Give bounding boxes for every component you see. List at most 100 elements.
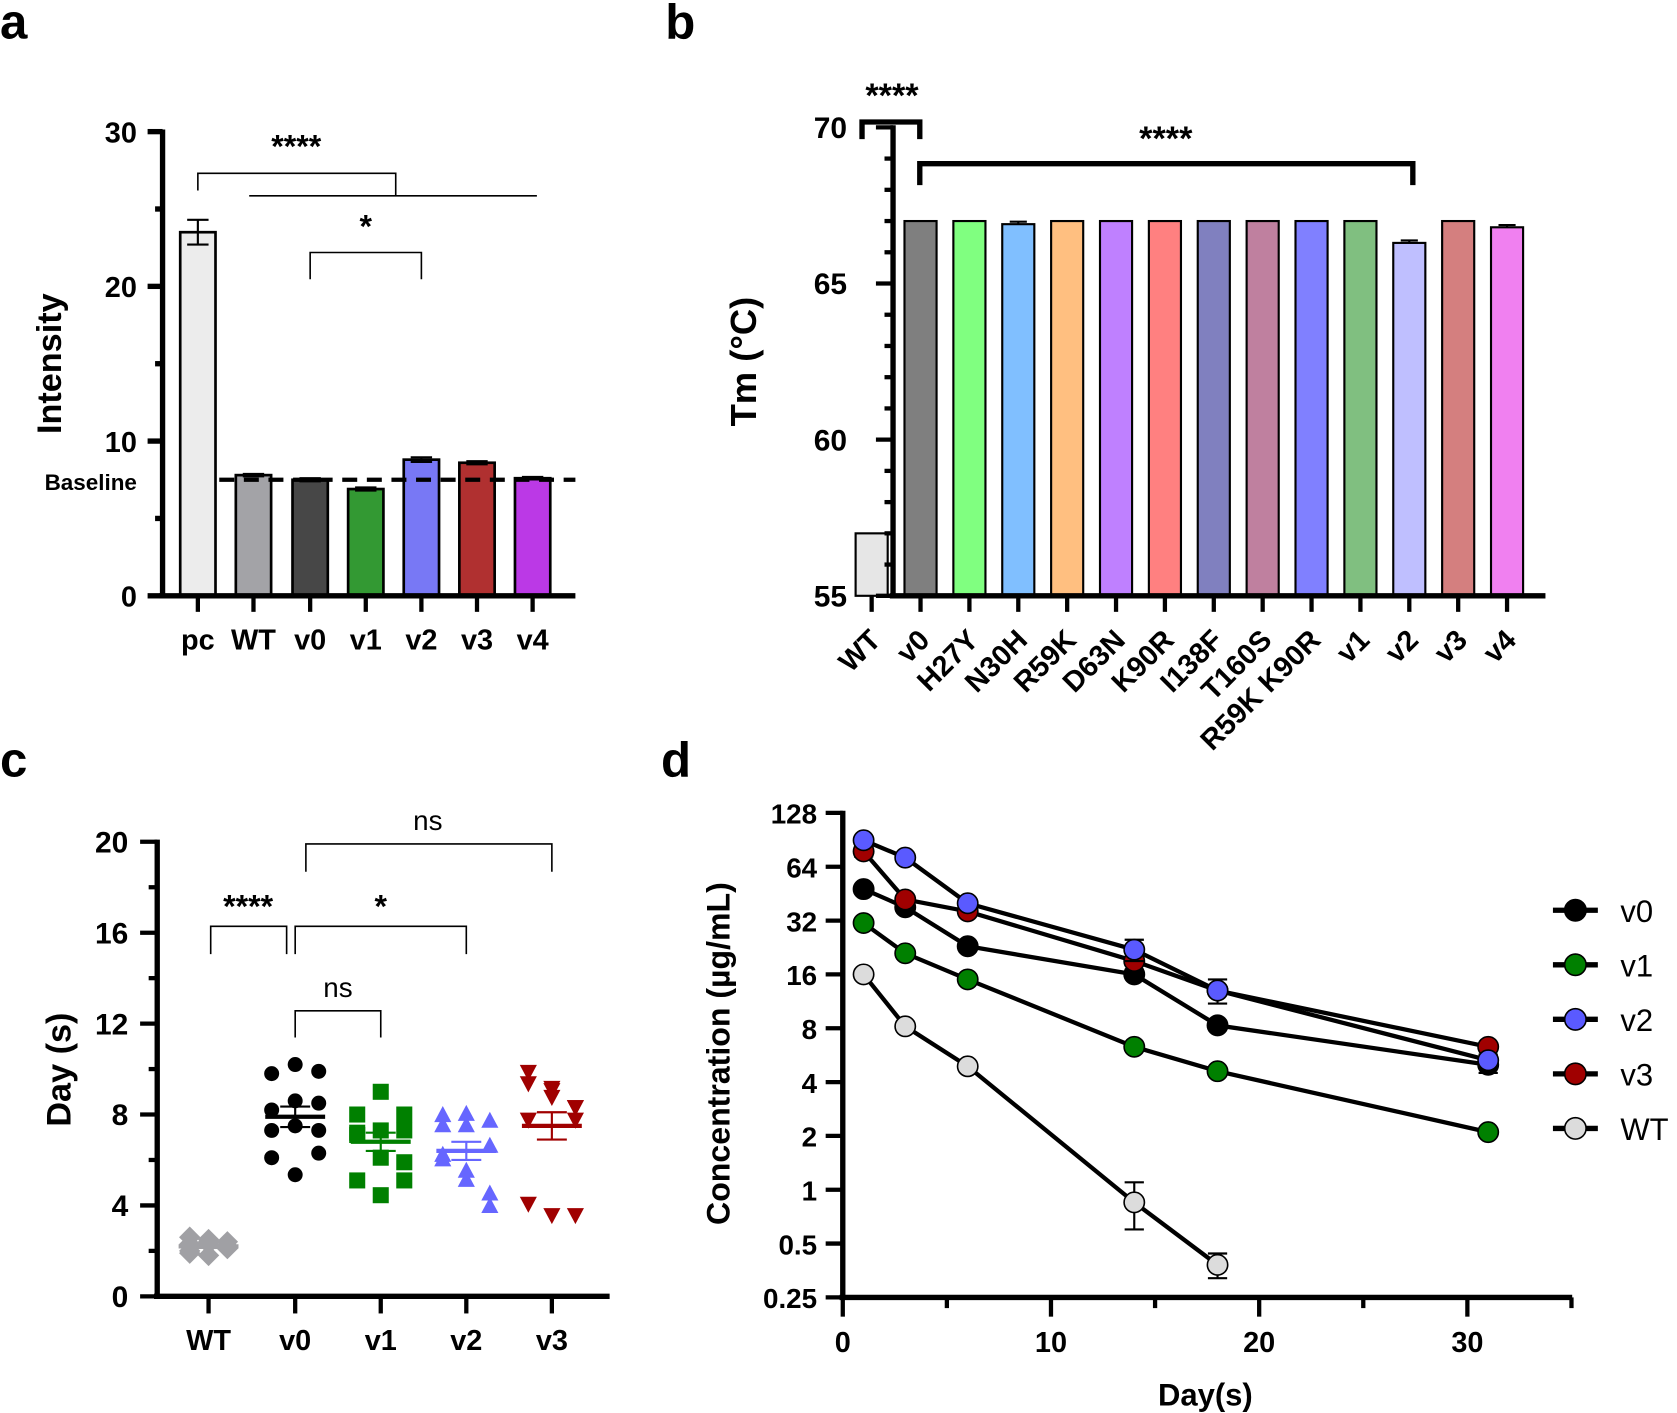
- data-point: [311, 1145, 327, 1161]
- data-point-WT: [1123, 1191, 1146, 1214]
- bar-T160S: [1245, 219, 1280, 597]
- legend-marker: [1563, 898, 1587, 922]
- legend-label: WT: [1620, 1112, 1668, 1147]
- bar-v1: [1343, 219, 1378, 597]
- data-point: [396, 1172, 413, 1189]
- data-point-v1: [1477, 1121, 1500, 1144]
- data-point-WT: [956, 1055, 979, 1078]
- data-point: [311, 1095, 327, 1111]
- bar-WT: [234, 473, 273, 598]
- bar-v4: [1489, 226, 1525, 597]
- x-tick-label: 30: [1451, 1327, 1483, 1359]
- data-point: [264, 1066, 280, 1082]
- y-tick-label: 20: [105, 272, 137, 304]
- legend-marker: [1563, 953, 1587, 977]
- y-tick-label: 4: [802, 1068, 818, 1099]
- x-tick-label: v1: [350, 624, 382, 656]
- x-tick-label: v4: [517, 624, 549, 656]
- y-tick-label: 60: [814, 424, 847, 457]
- data-point: [566, 1100, 584, 1117]
- data-point-v0: [1206, 1014, 1229, 1037]
- data-point-v1: [1206, 1060, 1229, 1083]
- legend-marker: [1563, 1062, 1587, 1086]
- data-point-v2: [1477, 1049, 1500, 1072]
- data-point: [481, 1196, 499, 1213]
- y-tick-label: 12: [95, 1008, 128, 1041]
- data-point-v0: [852, 878, 875, 901]
- data-point: [434, 1116, 452, 1133]
- x-tick-label: v1: [365, 1325, 397, 1357]
- significance-label: ****: [1139, 120, 1193, 158]
- legend-label: v1: [1620, 949, 1653, 984]
- data-point: [287, 1057, 303, 1073]
- data-point: [543, 1080, 561, 1097]
- bar-v4: [513, 476, 552, 598]
- data-point: [287, 1093, 303, 1109]
- baseline-label: Baseline: [45, 470, 137, 495]
- significance-label: ****: [223, 889, 273, 925]
- x-tick-label: v3: [1428, 624, 1473, 669]
- x-tick-label: v0: [279, 1325, 311, 1357]
- y-tick-label: 32: [786, 906, 817, 937]
- y-tick-label: 30: [105, 117, 137, 149]
- bar-v0: [903, 219, 938, 597]
- data-point-v2: [1123, 938, 1146, 961]
- y-tick-label: 70: [814, 112, 847, 145]
- data-point-v1: [894, 942, 917, 965]
- bar-H27Y: [952, 219, 987, 597]
- legend-marker: [1563, 1116, 1587, 1140]
- data-point: [311, 1063, 327, 1079]
- y-axis-label: Tm (°C): [723, 297, 764, 427]
- x-tick-label: 10: [1035, 1327, 1067, 1359]
- data-point: [396, 1106, 413, 1123]
- data-point-v2: [1206, 979, 1229, 1002]
- y-axis-label: Concentration (µg/mL): [700, 882, 736, 1225]
- panel-label-b: b: [665, 0, 695, 50]
- data-point-WT: [852, 963, 875, 986]
- bar-N30H: [1001, 223, 1036, 597]
- data-point-v1: [1123, 1035, 1146, 1058]
- data-point: [519, 1196, 537, 1213]
- data-point: [264, 1102, 280, 1118]
- bar-R59K-K90R: [1294, 219, 1329, 597]
- legend-label: v2: [1620, 1003, 1653, 1038]
- y-tick-label: 0: [121, 582, 137, 614]
- x-tick-label: v1: [1331, 624, 1376, 669]
- data-point: [566, 1208, 584, 1225]
- bar-v0: [291, 478, 330, 598]
- panel-label-a: a: [0, 0, 28, 50]
- legend-item-v1: [1552, 953, 1598, 977]
- data-point: [396, 1154, 413, 1171]
- y-tick-label: 8: [112, 1099, 129, 1132]
- data-point: [372, 1122, 389, 1139]
- legend-item-WT: [1552, 1116, 1598, 1140]
- y-tick-label: 1: [802, 1175, 817, 1206]
- data-point-v2: [956, 892, 979, 915]
- significance-bracket: [294, 1009, 382, 1038]
- y-axis-label: Intensity: [31, 293, 69, 434]
- data-point: [434, 1145, 452, 1162]
- data-point: [457, 1161, 475, 1178]
- x-tick-label: v4: [1477, 624, 1522, 669]
- data-point: [519, 1076, 537, 1093]
- bar-v3: [1441, 219, 1476, 597]
- y-tick-label: 8: [802, 1014, 817, 1045]
- y-tick-label: 4: [112, 1190, 129, 1223]
- significance-label: *: [375, 889, 388, 925]
- data-point: [457, 1104, 475, 1121]
- x-tick-label: v2: [405, 624, 437, 656]
- data-point: [287, 1167, 303, 1183]
- data-point: [349, 1172, 366, 1189]
- bar-v2: [1392, 241, 1427, 597]
- legend-label: v0: [1620, 894, 1653, 929]
- y-tick-label: 16: [786, 960, 817, 991]
- data-point: [264, 1150, 280, 1166]
- data-point-v1: [956, 968, 979, 991]
- bar-K90R: [1147, 219, 1183, 597]
- x-tick-label: WT: [186, 1325, 231, 1357]
- significance-bracket: [917, 161, 1416, 186]
- series-line-WT: [861, 973, 1219, 1267]
- legend-item-v0: [1552, 898, 1598, 922]
- bar-I138F: [1196, 219, 1231, 597]
